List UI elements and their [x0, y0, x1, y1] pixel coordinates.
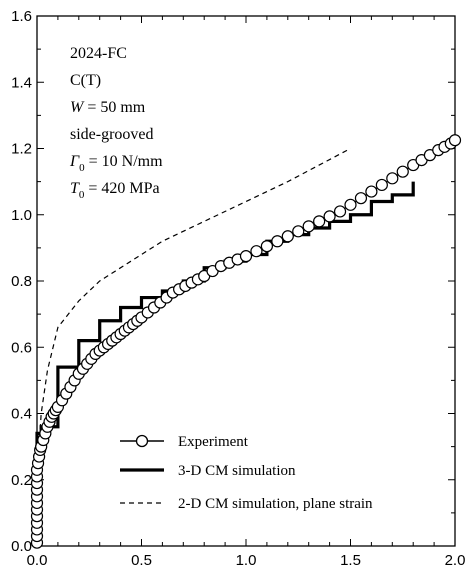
- series-2d-cm-simulation-line: [37, 149, 351, 547]
- annotation-block: 2024-FC C(T) W = 50 mm side-grooved Γ0 =…: [69, 45, 163, 201]
- y-tick-label: 0.0: [11, 538, 32, 555]
- y-tick-label: 0.6: [11, 339, 32, 356]
- annotation-gamma: Γ0 = 10 N/mm: [69, 153, 163, 174]
- experiment-point: [376, 179, 387, 190]
- experiment-point: [345, 199, 356, 210]
- experiment-point: [241, 251, 252, 262]
- annotation-specimen: 2024-FC: [70, 45, 127, 62]
- experiment-point: [387, 173, 398, 184]
- annotation-side-grooved: side-grooved: [70, 126, 154, 143]
- experiment-point: [355, 193, 366, 204]
- annotation-width: W = 50 mm: [70, 99, 146, 116]
- y-tick-label: 1.2: [11, 141, 32, 158]
- y-tick-label: 0.2: [11, 472, 32, 489]
- experiment-point: [303, 221, 314, 232]
- experiment-point: [251, 246, 262, 257]
- legend-experiment-label: Experiment: [178, 434, 249, 450]
- annotation-geometry: C(T): [70, 72, 101, 89]
- legend-3d-sim-label: 3-D CM simulation: [178, 463, 296, 479]
- experiment-point: [397, 166, 408, 177]
- x-tick-label: 2.0: [445, 552, 466, 569]
- y-tick-label: 0.8: [11, 273, 32, 290]
- legend-2d-sim-label: 2-D CM simulation, plane strain: [178, 496, 373, 512]
- experiment-point: [366, 186, 377, 197]
- legend: Experiment 3-D CM simulation 2-D CM simu…: [120, 434, 373, 512]
- experiment-point: [314, 216, 325, 227]
- x-tick-label: 1.5: [340, 552, 361, 569]
- experiment-point: [450, 135, 461, 146]
- y-tick-label: 1.4: [11, 74, 32, 91]
- legend-experiment-marker: [137, 436, 148, 447]
- experiment-point: [324, 211, 335, 222]
- annotation-t0: T0 = 420 MPa: [70, 180, 160, 201]
- x-tick-label: 1.0: [236, 552, 257, 569]
- experiment-point: [261, 241, 272, 252]
- experiment-point: [335, 206, 346, 217]
- y-tick-label: 1.6: [11, 8, 32, 25]
- experiment-point: [282, 231, 293, 242]
- y-tick-label: 1.0: [11, 207, 32, 224]
- experiment-point: [272, 236, 283, 247]
- x-tick-label: 0.5: [131, 552, 152, 569]
- experiment-point: [293, 226, 304, 237]
- y-tick-label: 0.4: [11, 406, 32, 423]
